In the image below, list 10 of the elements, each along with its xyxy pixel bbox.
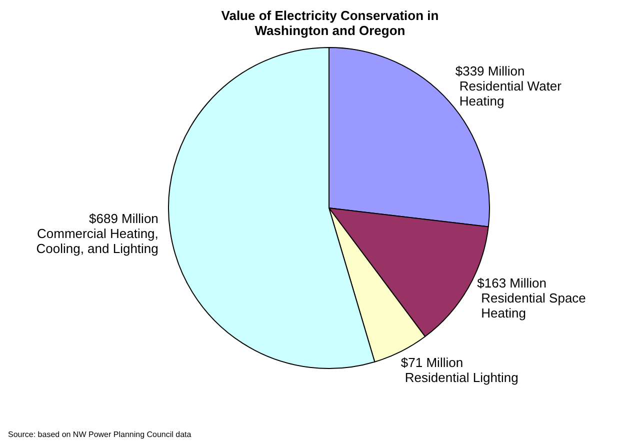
chart-title: Value of Electricity Conservation in Washington and Oregon <box>220 8 440 38</box>
slice-label: Residential Water Heating <box>459 78 562 108</box>
source-note: Source: based on NW Power Planning Council data <box>8 430 192 439</box>
data-label: $163 Million <box>477 276 546 291</box>
slice-label: Residential Space Heating <box>481 290 586 321</box>
slice-label: Residential Lighting <box>404 370 518 386</box>
slice-label: Commercial Heating, Cooling, and Lighting <box>36 226 158 256</box>
data-label: $689 Million <box>89 210 158 226</box>
data-label: $339 Million <box>455 63 525 78</box>
data-label: $71 Million <box>400 355 464 370</box>
